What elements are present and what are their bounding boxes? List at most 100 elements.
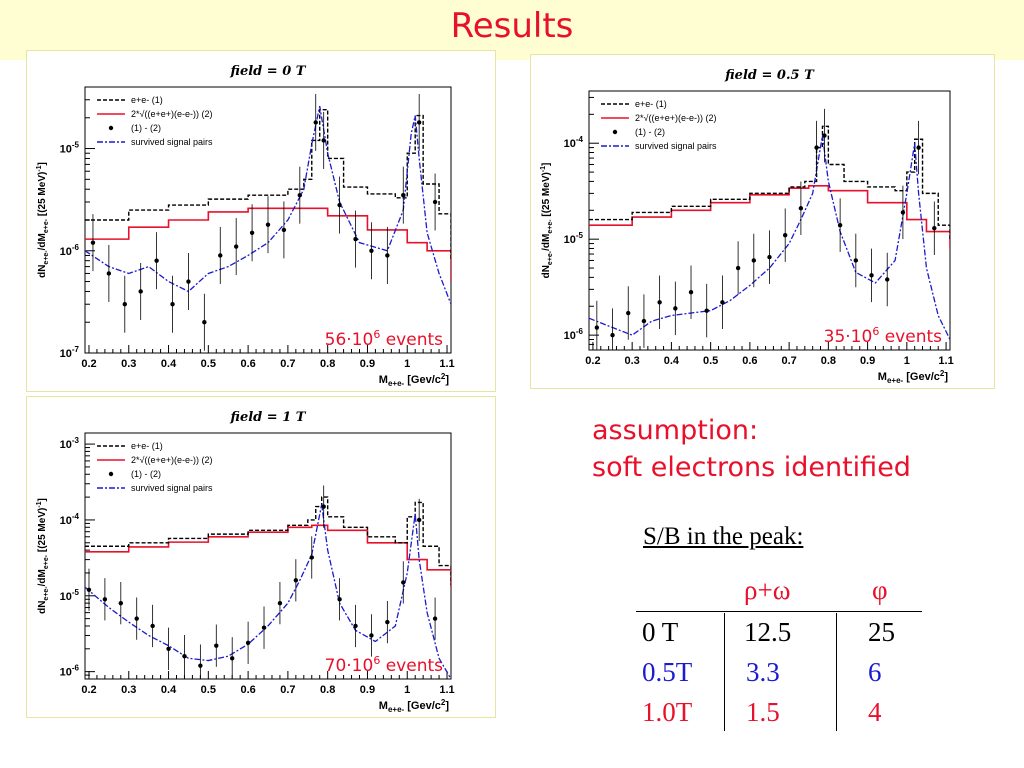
y-tick-label: 10-7 — [60, 345, 80, 360]
difference-point — [673, 306, 678, 311]
difference-point — [385, 253, 390, 258]
series-ee — [85, 496, 451, 585]
x-tick-label: 0.7 — [280, 358, 295, 370]
difference-point — [321, 138, 326, 143]
x-tick-label: 0.7 — [280, 684, 295, 696]
row-0T-field: 0 T — [642, 617, 679, 647]
row-1.0T-rho-omega: 1.5 — [746, 697, 780, 727]
difference-point — [704, 308, 709, 313]
difference-point — [229, 656, 235, 661]
difference-point — [735, 265, 741, 271]
x-tick-label: 0.6 — [240, 684, 255, 696]
y-tick-label: 10-4 — [564, 135, 584, 150]
difference-point — [293, 578, 299, 583]
difference-point — [837, 222, 843, 228]
legend-label: survived signal pairs — [131, 137, 213, 147]
difference-point — [182, 653, 187, 659]
x-tick-label: 1 — [904, 355, 910, 367]
difference-point — [337, 597, 342, 602]
difference-point — [309, 555, 314, 560]
assumption-note: assumption: soft electrons identified — [592, 412, 911, 486]
difference-point — [202, 320, 207, 325]
difference-point — [416, 120, 422, 125]
difference-point — [297, 192, 303, 198]
difference-point — [353, 236, 358, 242]
difference-point — [122, 302, 127, 307]
y-axis-label: dNe+e-/dMe+e- [(25 MeV)-1] — [540, 163, 554, 279]
x-tick-label: 0.9 — [860, 355, 875, 367]
difference-point — [869, 273, 874, 278]
legend: e+e- (1) 2*√((e+e+)(e-e-)) (2) (1) - (2) su… — [97, 95, 213, 147]
series-combined-background — [85, 207, 451, 282]
difference-point — [626, 310, 631, 316]
legend-label: (1) - (2) — [131, 469, 161, 479]
y-tick-label: 10-3 — [60, 436, 80, 451]
row-1.0T-field: 1.0T — [642, 697, 693, 727]
x-tick-label: 1.1 — [439, 358, 454, 370]
difference-point — [154, 258, 159, 263]
difference-point — [767, 254, 772, 260]
x-tick-label: 0.6 — [742, 355, 757, 367]
events-label: 56·106 events — [325, 328, 443, 350]
difference-point — [782, 233, 788, 238]
difference-point — [432, 616, 438, 621]
chart-field-1T: field = 1 T 0.2 0.3 0.4 0.5 0.6 0.7 0.8 0.9 1 1.1 1… — [36, 410, 455, 714]
legend-label: survived signal pairs — [131, 483, 213, 493]
assumption-line: assumption: — [592, 415, 759, 446]
x-tick-label: 0.9 — [360, 358, 375, 370]
difference-point — [337, 202, 342, 208]
x-tick-label: 0.2 — [585, 355, 600, 367]
difference-point — [751, 258, 757, 263]
table-rule — [636, 611, 922, 612]
difference-point — [218, 253, 223, 258]
x-tick-label: 0.2 — [81, 684, 96, 696]
difference-point — [198, 663, 203, 668]
difference-point — [369, 633, 374, 638]
assumption-detail: soft electrons identified — [592, 452, 911, 483]
chart-field-0T: field = 0 T 0.2 0.3 0.4 0.5 0.6 0.7 0.8 0.9 1 1.1 1… — [36, 64, 455, 388]
x-tick-label: 0.2 — [81, 358, 96, 370]
difference-point — [281, 227, 287, 233]
y-tick-label: 10-5 — [60, 141, 80, 156]
difference-point — [688, 290, 694, 295]
series-ee — [589, 125, 950, 240]
difference-point — [416, 517, 422, 523]
x-tick-label: 1.1 — [439, 684, 454, 696]
difference-point — [401, 580, 406, 585]
legend-label: 2*√((e+e+)(e-e-)) (2) — [635, 113, 716, 123]
difference-point — [853, 258, 859, 263]
x-tick-label: 0.3 — [625, 355, 640, 367]
sb-heading: S/B in the peak: — [643, 523, 804, 550]
row-0.5T-field: 0.5T — [642, 657, 693, 687]
table-divider-2 — [836, 613, 837, 731]
difference-point — [321, 504, 326, 509]
y-axis-label: dNe+e-/dMe+e- [(25 MeV)-1] — [36, 498, 50, 614]
row-0T-rho-omega: 12.5 — [744, 617, 792, 647]
legend-label: (1) - (2) — [635, 127, 665, 137]
y-tick-label: 10-4 — [60, 512, 80, 527]
legend-label: 2*√((e+e+)(e-e-)) (2) — [131, 109, 212, 119]
difference-point — [106, 271, 112, 276]
difference-point — [265, 222, 271, 227]
x-tick-label: 0.5 — [201, 358, 216, 370]
difference-point — [641, 318, 647, 324]
legend-swatch — [108, 125, 114, 131]
difference-point — [166, 646, 171, 652]
plot-area — [85, 485, 451, 679]
difference-point — [261, 625, 267, 630]
x-tick-label: 1 — [404, 358, 410, 370]
difference-point — [102, 597, 108, 602]
x-axis-label: Me+e- [Gev/c2] — [379, 372, 450, 388]
x-tick-label: 0.8 — [821, 355, 836, 367]
x-tick-label: 0.8 — [320, 358, 335, 370]
plot-area — [589, 108, 950, 350]
y-tick-label: 10-6 — [60, 243, 80, 258]
difference-point — [86, 587, 92, 592]
chart-field-0.5T: field = 0.5 T 0.2 0.3 0.4 0.5 0.6 0.7 0.8 0.9 1 1.… — [540, 68, 954, 385]
series-survived-signal — [85, 105, 451, 305]
difference-point — [720, 300, 725, 305]
difference-point — [401, 192, 406, 198]
row-0T-phi: 25 — [868, 617, 895, 647]
difference-point — [916, 145, 921, 150]
events-label: 35·106 events — [824, 325, 942, 347]
